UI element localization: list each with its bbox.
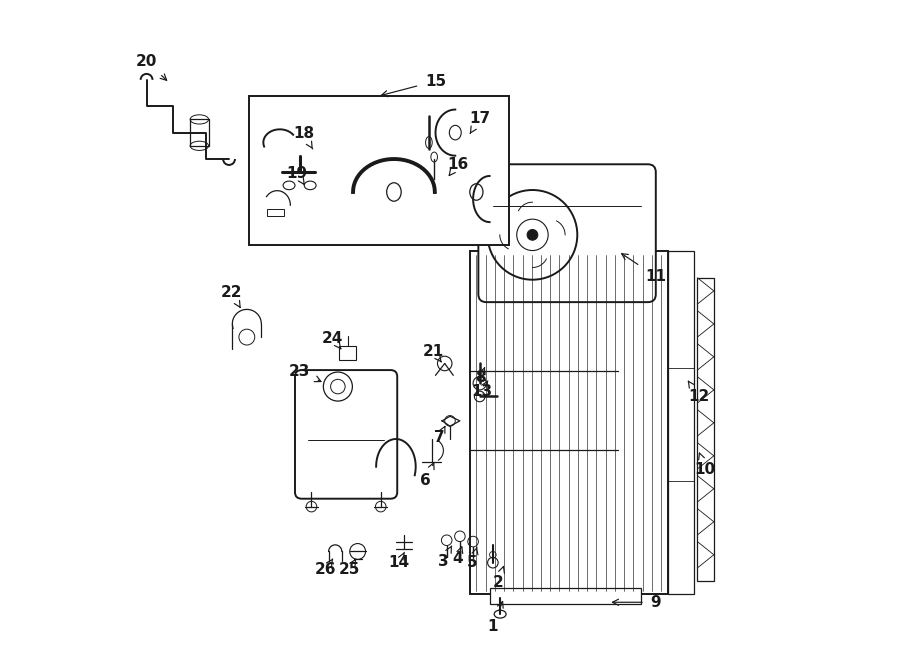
Text: 5: 5 <box>467 547 478 570</box>
Text: 16: 16 <box>447 157 469 176</box>
Text: 8: 8 <box>475 368 486 385</box>
Bar <box>490 588 642 604</box>
Text: 1: 1 <box>488 602 503 633</box>
Text: 21: 21 <box>423 344 444 362</box>
Text: 15: 15 <box>382 73 446 97</box>
Text: 25: 25 <box>339 559 360 577</box>
Bar <box>698 278 714 581</box>
Text: 2: 2 <box>493 566 504 590</box>
Text: 12: 12 <box>688 381 709 404</box>
Text: 26: 26 <box>315 559 337 577</box>
FancyBboxPatch shape <box>295 370 397 498</box>
Text: 6: 6 <box>420 463 434 488</box>
Text: 11: 11 <box>622 254 666 284</box>
Text: 23: 23 <box>289 364 321 381</box>
Text: 17: 17 <box>469 110 491 134</box>
Bar <box>339 346 356 360</box>
Bar <box>266 209 284 215</box>
Text: 3: 3 <box>438 546 452 569</box>
Text: 10: 10 <box>695 453 716 477</box>
Text: 18: 18 <box>293 126 314 149</box>
Text: 19: 19 <box>286 166 308 184</box>
Circle shape <box>527 229 538 240</box>
Text: 7: 7 <box>434 426 445 445</box>
Text: 24: 24 <box>322 331 343 349</box>
Bar <box>248 97 509 245</box>
Text: 9: 9 <box>612 595 662 609</box>
Text: 20: 20 <box>136 54 166 81</box>
Text: 14: 14 <box>389 553 410 570</box>
Bar <box>668 251 694 594</box>
Bar <box>470 251 668 594</box>
FancyBboxPatch shape <box>479 165 656 302</box>
Text: 4: 4 <box>453 547 464 566</box>
Text: 22: 22 <box>220 285 242 307</box>
Text: 13: 13 <box>471 381 492 399</box>
